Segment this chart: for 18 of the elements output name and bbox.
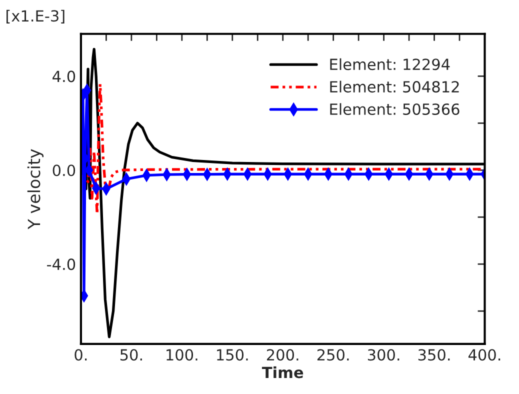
x-tick-label: 300. [368,349,400,361]
x-tick-label: 50. [120,349,142,361]
legend-label: Element: 505366 [330,103,460,116]
x-tick-label: 100. [166,349,198,361]
x-tick-label: 400. [468,349,500,361]
y-axis-title: Y velocity [27,149,44,230]
y-tick-label: -4.0 [47,258,76,270]
x-tick-label: 0. [74,349,87,361]
legend-label: Element: 504812 [330,80,459,93]
legend-label: Element: 12294 [330,58,450,70]
text: [x1.E-3] [6,10,64,24]
y-tick-label: 4.0 [52,70,76,82]
x-tick-label: 250. [317,349,349,361]
x-tick-label: 150. [217,349,248,361]
x-tick-label: 350. [418,349,450,361]
y-tick-label: 0.0 [52,164,76,176]
x-axis-title: Time [262,366,304,378]
x-tick-label: 200. [266,349,298,361]
